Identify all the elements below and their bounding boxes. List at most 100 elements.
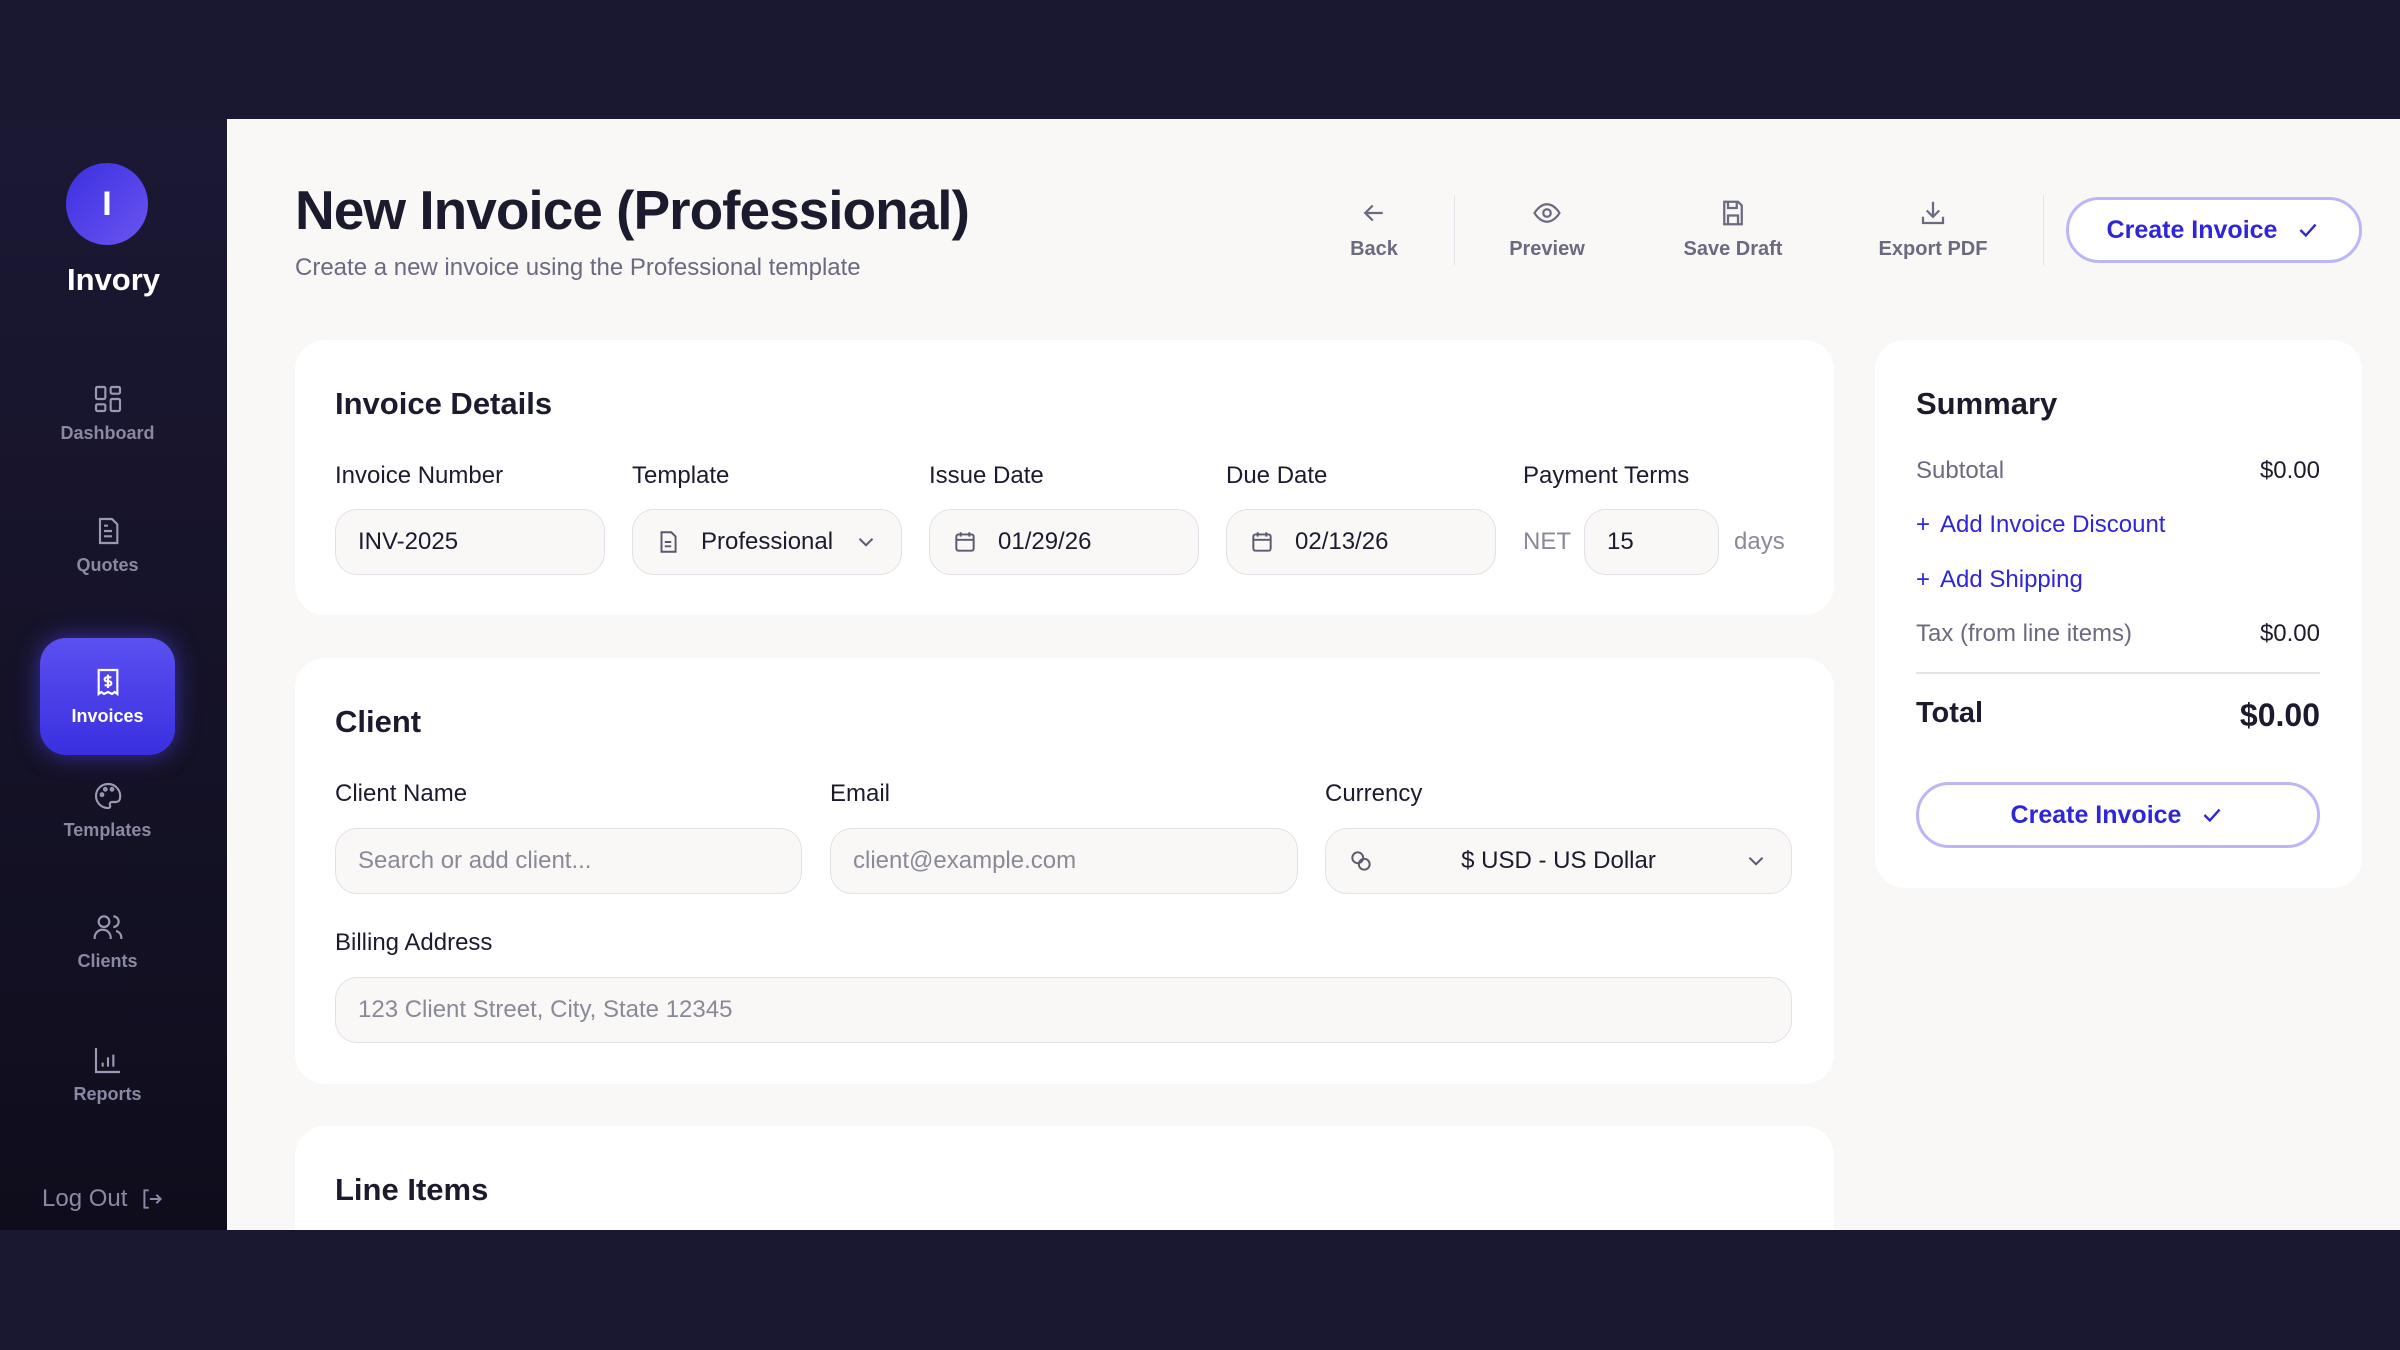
logout-button[interactable]: Log Out	[42, 1185, 165, 1213]
save-icon	[1723, 200, 1743, 226]
subtotal-label: Subtotal	[1916, 457, 2005, 484]
billing-address-placeholder: 123 Client Street, City, State 12345	[358, 996, 733, 1023]
back-label: Back	[1350, 238, 1398, 260]
calendar-icon	[1252, 532, 1272, 552]
add-discount-label: Add Invoice Discount	[1940, 511, 2166, 538]
template-select[interactable]: Professional	[632, 509, 902, 575]
net-prefix: NET	[1523, 528, 1571, 555]
check-icon	[2204, 808, 2221, 823]
logout-icon	[143, 1189, 163, 1209]
due-date-label: Due Date	[1226, 462, 1328, 489]
client-name-placeholder: Search or add client...	[358, 847, 592, 874]
sidebar-item-clients[interactable]: Clients	[40, 883, 175, 1000]
preview-button[interactable]: Preview	[1472, 198, 1622, 261]
email-placeholder: client@example.com	[853, 847, 1077, 874]
preview-label: Preview	[1509, 238, 1585, 260]
tax-label: Tax (from line items)	[1916, 620, 2133, 647]
billing-address-label: Billing Address	[335, 929, 493, 956]
client-name-input[interactable]: Search or add client...	[335, 828, 802, 894]
client-name-label: Client Name	[335, 780, 468, 807]
sidebar-item-label: Invoices	[71, 706, 144, 726]
add-discount-link[interactable]: + Add Invoice Discount	[1916, 511, 2165, 539]
sidebar-item-templates[interactable]: Templates	[40, 752, 175, 869]
currency-select[interactable]: $ USD - US Dollar	[1325, 828, 1792, 894]
email-label: Email	[830, 780, 891, 807]
add-shipping-link[interactable]: + Add Shipping	[1916, 566, 2083, 594]
create-invoice-button-summary[interactable]: Create Invoice	[1916, 782, 2320, 848]
arrow-left-icon	[1363, 204, 1383, 222]
sidebar-item-label: Quotes	[76, 555, 139, 575]
logout-label: Log Out	[42, 1185, 128, 1212]
days-suffix: days	[1734, 528, 1785, 555]
summary-divider	[1916, 672, 2320, 674]
invoice-number-value: INV-2025	[358, 528, 459, 555]
issue-date-label: Issue Date	[929, 462, 1044, 489]
coins-icon	[1351, 851, 1371, 871]
template-label: Template	[632, 462, 730, 489]
sidebar-item-label: Reports	[73, 1084, 142, 1104]
currency-label: Currency	[1325, 780, 1423, 807]
payment-terms-label: Payment Terms	[1523, 462, 1690, 489]
sidebar-item-label: Templates	[63, 820, 152, 840]
sidebar-item-reports[interactable]: Reports	[40, 1016, 175, 1133]
check-icon	[2300, 223, 2317, 238]
issue-date-input[interactable]: 01/29/26	[929, 509, 1199, 575]
app-name: Invory	[66, 262, 161, 297]
sidebar-item-label: Dashboard	[60, 423, 155, 443]
total-label: Total	[1916, 697, 1984, 729]
subtotal-value: $0.00	[2259, 457, 2320, 484]
due-date-input[interactable]: 02/13/26	[1226, 509, 1496, 575]
bottom-band-overlay	[0, 1230, 2400, 1350]
plus-icon: +	[1916, 511, 1931, 538]
page-title: New Invoice (Professional)	[295, 179, 970, 241]
create-invoice-label: Create Invoice	[2010, 800, 2182, 829]
toolbar-divider	[1454, 195, 1455, 265]
sidebar-item-label: Clients	[77, 951, 138, 971]
app-logo-avatar: I	[66, 163, 148, 245]
sidebar-item-invoices[interactable]: Invoices	[40, 638, 175, 755]
sidebar-item-quotes[interactable]: Quotes	[40, 487, 175, 604]
back-button[interactable]: Back	[1299, 198, 1449, 261]
issue-date-value: 01/29/26	[998, 528, 1092, 555]
receipt-dollar-icon	[97, 668, 118, 697]
dashboard-grid-icon	[94, 385, 121, 413]
subtotal-row: Subtotal $0.00	[1916, 457, 2320, 485]
create-invoice-label: Create Invoice	[2106, 215, 2278, 244]
plus-icon: +	[1916, 566, 1931, 593]
template-value: Professional	[701, 528, 834, 555]
billing-address-input[interactable]: 123 Client Street, City, State 12345	[335, 977, 1792, 1043]
bar-chart-icon	[94, 1048, 120, 1074]
document-icon	[660, 531, 677, 553]
tax-value: $0.00	[2259, 620, 2320, 647]
export-pdf-button[interactable]: Export PDF	[1858, 198, 2008, 261]
export-pdf-label: Export PDF	[1878, 238, 1988, 260]
currency-value: $ USD - US Dollar	[1461, 847, 1656, 874]
payment-terms-input[interactable]: 15	[1584, 509, 1719, 575]
card-title: Invoice Details	[335, 386, 553, 421]
tax-row: Tax (from line items) $0.00	[1916, 620, 2320, 648]
card-title: Line Items	[335, 1172, 489, 1207]
email-input[interactable]: client@example.com	[830, 828, 1298, 894]
invoice-number-input[interactable]: INV-2025	[335, 509, 605, 575]
sidebar-item-dashboard[interactable]: Dashboard	[40, 355, 175, 472]
palette-icon	[94, 782, 121, 810]
calendar-icon	[955, 532, 975, 552]
total-row: Total $0.00	[1916, 697, 2320, 734]
total-value: $0.00	[2239, 697, 2320, 733]
download-icon	[1921, 201, 1945, 225]
toolbar-divider	[2043, 195, 2044, 265]
save-draft-button[interactable]: Save Draft	[1658, 198, 1808, 261]
create-invoice-button-top[interactable]: Create Invoice	[2066, 197, 2362, 263]
add-shipping-label: Add Shipping	[1940, 566, 2083, 593]
card-title: Client	[335, 704, 422, 739]
chevron-down-icon	[1748, 857, 1764, 866]
users-icon	[93, 915, 122, 939]
card-title: Summary	[1916, 386, 2058, 421]
eye-icon	[1533, 203, 1561, 223]
page-subtitle: Create a new invoice using the Professio…	[295, 254, 861, 281]
save-draft-label: Save Draft	[1683, 238, 1783, 260]
chevron-down-icon	[858, 538, 874, 547]
invoice-number-label: Invoice Number	[335, 462, 504, 489]
document-icon	[98, 517, 118, 545]
due-date-value: 02/13/26	[1295, 528, 1389, 555]
